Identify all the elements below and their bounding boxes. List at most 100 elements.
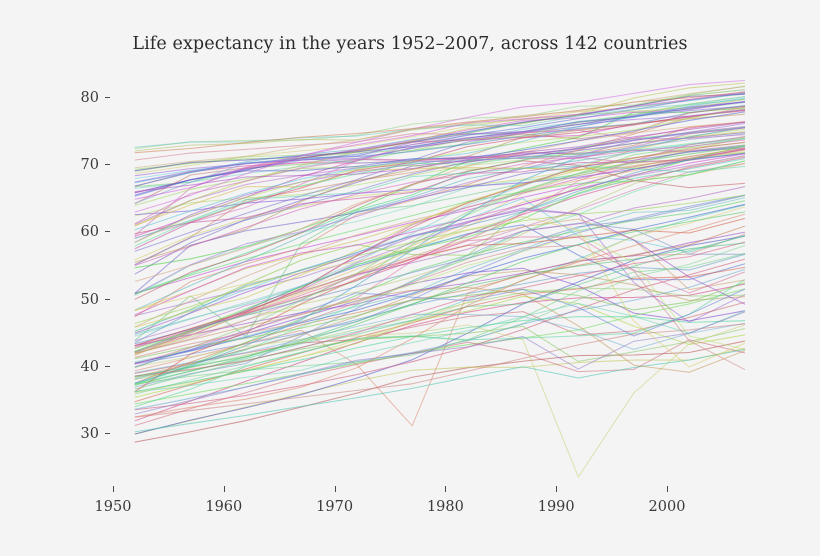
y-axis-tick-label: 40 [80, 358, 99, 375]
country-line [134, 96, 746, 170]
country-line [134, 195, 746, 345]
country-line [134, 126, 746, 384]
y-axis-tick-label: 80 [80, 90, 99, 106]
country-line [134, 136, 746, 328]
country-line [134, 160, 746, 300]
x-axis-tick-mark [556, 486, 558, 492]
country-line [134, 287, 746, 381]
country-line [134, 197, 746, 363]
country-line [134, 145, 746, 369]
x-axis-tick-mark [113, 486, 114, 492]
x-axis-tick-label: 1990 [537, 499, 575, 515]
country-line [134, 153, 746, 316]
x-axis-tick-label: 1950 [94, 499, 132, 515]
country-line [134, 152, 746, 332]
x-axis-tick-label: 1970 [316, 499, 354, 515]
country-line [134, 288, 746, 368]
country-line [134, 139, 746, 266]
country-line [134, 138, 746, 337]
country-line [134, 217, 746, 393]
country-line [134, 282, 746, 360]
y-axis-tick: 80 [40, 88, 110, 108]
country-line [134, 96, 746, 148]
country-line [134, 91, 746, 200]
country-line [134, 82, 746, 227]
country-line [134, 316, 746, 393]
country-line [134, 258, 746, 411]
country-line [134, 155, 746, 342]
country-line [134, 152, 746, 344]
country-line [134, 109, 746, 177]
country-line [134, 110, 746, 235]
x-axis-tick-label: 1960 [205, 499, 243, 515]
country-line [134, 111, 746, 196]
country-line [134, 286, 746, 373]
y-axis-tick: 60 [40, 222, 110, 242]
page-title: Life expectancy in the years 1952–2007, … [132, 34, 688, 54]
country-line [134, 152, 746, 216]
country-line [134, 340, 746, 443]
country-line [134, 283, 746, 422]
y-axis-tick: 50 [40, 290, 110, 310]
y-axis-tick-mark [105, 164, 110, 166]
country-line [134, 137, 746, 247]
country-line [134, 324, 746, 478]
country-line [134, 133, 746, 204]
y-axis-tick-mark [105, 97, 110, 98]
country-line [134, 216, 746, 368]
country-line [134, 93, 746, 184]
x-axis-tick-label: 1980 [426, 499, 464, 515]
y-axis-tick-mark [105, 298, 110, 300]
y-axis-tick: 30 [40, 424, 110, 444]
country-line [134, 302, 746, 393]
y-axis-tick-mark [105, 231, 110, 233]
y-axis-tick: 40 [40, 357, 110, 377]
y-axis-tick-label: 30 [80, 426, 99, 442]
country-line [134, 209, 746, 334]
country-line [134, 108, 746, 244]
country-line [134, 91, 746, 154]
country-line [134, 252, 746, 385]
country-line [134, 222, 746, 388]
country-line [134, 288, 746, 405]
country-line [134, 279, 746, 408]
country-line [134, 85, 746, 149]
y-axis-tick-label: 60 [80, 224, 99, 241]
y-axis-tick-label: 50 [80, 291, 99, 308]
y-axis-tick: 70 [40, 155, 110, 175]
country-line [134, 244, 746, 370]
country-line [134, 121, 746, 282]
country-line [134, 235, 746, 390]
country-line [134, 113, 746, 263]
country-line [134, 218, 746, 356]
country-line [134, 145, 746, 294]
country-line [134, 213, 746, 418]
country-line [134, 325, 746, 378]
country-line [134, 148, 746, 250]
country-line [134, 200, 746, 385]
country-line [134, 158, 746, 335]
country-line [134, 148, 746, 226]
x-axis-tick-mark [223, 486, 225, 492]
country-line [134, 165, 746, 239]
x-axis-tick-label: 2000 [648, 499, 686, 515]
y-axis-tick-mark [105, 433, 110, 434]
y-axis-tick-mark [105, 365, 110, 367]
country-line [134, 101, 746, 172]
country-line [134, 160, 746, 295]
country-line [134, 241, 746, 377]
country-line [134, 323, 746, 418]
x-axis-tick-mark [334, 486, 336, 492]
country-line [134, 106, 746, 318]
country-line [134, 198, 746, 332]
x-axis-tick-mark [445, 486, 447, 492]
country-line [134, 80, 746, 213]
country-line [134, 242, 746, 377]
country-line [134, 211, 746, 386]
country-line [134, 311, 746, 415]
country-line [134, 141, 746, 347]
country-line [134, 86, 746, 169]
